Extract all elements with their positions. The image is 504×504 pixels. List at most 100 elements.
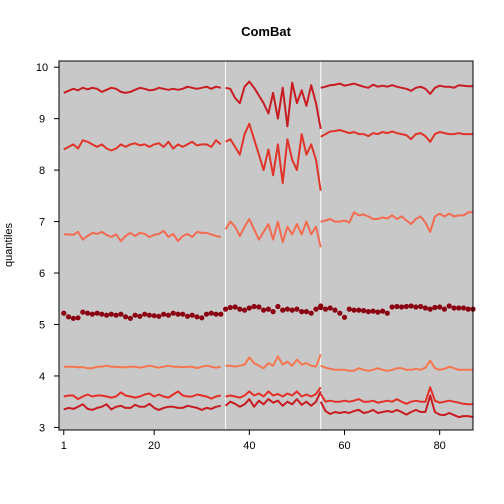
- series-4-point: [165, 312, 171, 318]
- series-4-point: [142, 311, 148, 317]
- series-4-point: [203, 311, 210, 317]
- series-4-point: [132, 312, 138, 318]
- series-4-point: [156, 313, 162, 319]
- series-4-point: [365, 309, 371, 315]
- series-4-point: [80, 309, 86, 315]
- series-4-point: [303, 309, 309, 315]
- series-4-point: [341, 314, 348, 320]
- series-4-point: [437, 304, 443, 310]
- series-4-point: [208, 310, 214, 316]
- series-1-line-segment-1: [63, 85, 222, 94]
- series-4-point: [408, 303, 414, 309]
- series-7-line-segment-2: [224, 390, 322, 408]
- series-4-point: [242, 307, 248, 313]
- series-4-point: [346, 306, 352, 312]
- series-3-line-segment-2: [224, 218, 322, 248]
- series-4-point: [218, 311, 224, 317]
- series-4-point: [199, 315, 205, 321]
- series-3-line-segment-3: [320, 211, 473, 233]
- series-4-point: [94, 310, 100, 316]
- series-6-line-segment-2: [225, 386, 322, 399]
- series-4-point: [375, 309, 381, 315]
- series-4-point: [446, 303, 452, 309]
- series-4-point: [361, 308, 367, 314]
- quantile-series-4: [61, 303, 476, 321]
- series-4-point: [356, 307, 362, 313]
- y-tick-label: 7: [39, 217, 45, 229]
- series-4-point: [256, 304, 262, 310]
- series-4-point: [294, 306, 300, 312]
- series-4-point: [89, 311, 95, 317]
- series-4-point: [170, 310, 176, 316]
- series-4-point: [246, 305, 252, 311]
- x-tick-label: 80: [434, 440, 446, 452]
- series-4-point: [237, 306, 243, 312]
- y-tick-label: 9: [39, 114, 45, 126]
- series-4-point: [318, 304, 324, 311]
- series-4-point: [370, 308, 376, 314]
- series-4-point: [65, 314, 72, 320]
- series-4-point: [332, 307, 338, 313]
- series-4-point: [223, 306, 229, 312]
- series-5-line-segment-3: [320, 359, 473, 372]
- quantile-series-6: [63, 386, 473, 406]
- series-4-point: [413, 304, 419, 310]
- series-4-point: [104, 312, 110, 318]
- series-4-point: [127, 315, 133, 321]
- x-tick-label: 20: [148, 440, 160, 452]
- quantile-series-7: [63, 390, 474, 419]
- series-7-line-segment-3: [319, 394, 474, 419]
- series-4-point: [180, 311, 186, 317]
- x-tick-label: 1: [61, 440, 67, 452]
- series-4-point: [322, 306, 329, 312]
- y-tick-label: 8: [39, 165, 45, 177]
- series-4-point: [432, 304, 438, 311]
- plot-background: [59, 61, 473, 430]
- series-4-point: [175, 311, 181, 317]
- series-4-point: [308, 310, 314, 316]
- series-4-point: [151, 313, 157, 319]
- x-tick-label: 40: [243, 440, 255, 452]
- series-4-point: [118, 311, 124, 317]
- series-4-point: [251, 303, 257, 310]
- series-6-line-segment-3: [319, 386, 473, 406]
- x-tick-label: 60: [338, 440, 350, 452]
- series-4-point: [61, 310, 67, 316]
- series-6-line-segment-1: [63, 390, 222, 401]
- series-4-point: [108, 311, 114, 317]
- series-4-point: [394, 303, 400, 310]
- series-4-point: [275, 303, 281, 310]
- series-4-point: [113, 312, 119, 318]
- series-4-point: [227, 304, 233, 311]
- series-1-line-segment-3: [320, 82, 473, 95]
- series-2-line-segment-2: [225, 122, 322, 191]
- series-4-point: [427, 306, 433, 312]
- series-4-point: [441, 306, 447, 312]
- series-4-point: [270, 309, 276, 315]
- series-4-point: [422, 305, 428, 311]
- y-tick-label: 3: [39, 422, 45, 434]
- plot-frame: [58, 60, 474, 431]
- series-5-line-segment-2: [225, 353, 322, 370]
- series-4-point: [299, 309, 305, 315]
- series-4-point: [313, 306, 319, 312]
- series-4-point: [451, 305, 457, 311]
- series-4-point: [456, 305, 462, 311]
- series-4-point: [351, 307, 357, 313]
- series-4-point: [403, 303, 409, 310]
- series-4-point: [337, 310, 343, 316]
- series-4-point: [137, 313, 143, 319]
- series-4-point: [280, 307, 286, 313]
- chart-title: ComBat: [241, 24, 292, 39]
- quantile-series-2: [63, 122, 473, 191]
- series-4-point: [184, 313, 191, 319]
- series-2-line-segment-3: [320, 129, 473, 143]
- series-4-point: [213, 311, 219, 317]
- y-tick-label: 4: [39, 371, 45, 383]
- series-1-line-segment-2: [225, 80, 322, 130]
- series-4-point: [327, 305, 333, 311]
- series-4-point: [161, 311, 167, 317]
- series-3-line-segment-1: [63, 229, 222, 243]
- quantile-series-1: [63, 80, 473, 130]
